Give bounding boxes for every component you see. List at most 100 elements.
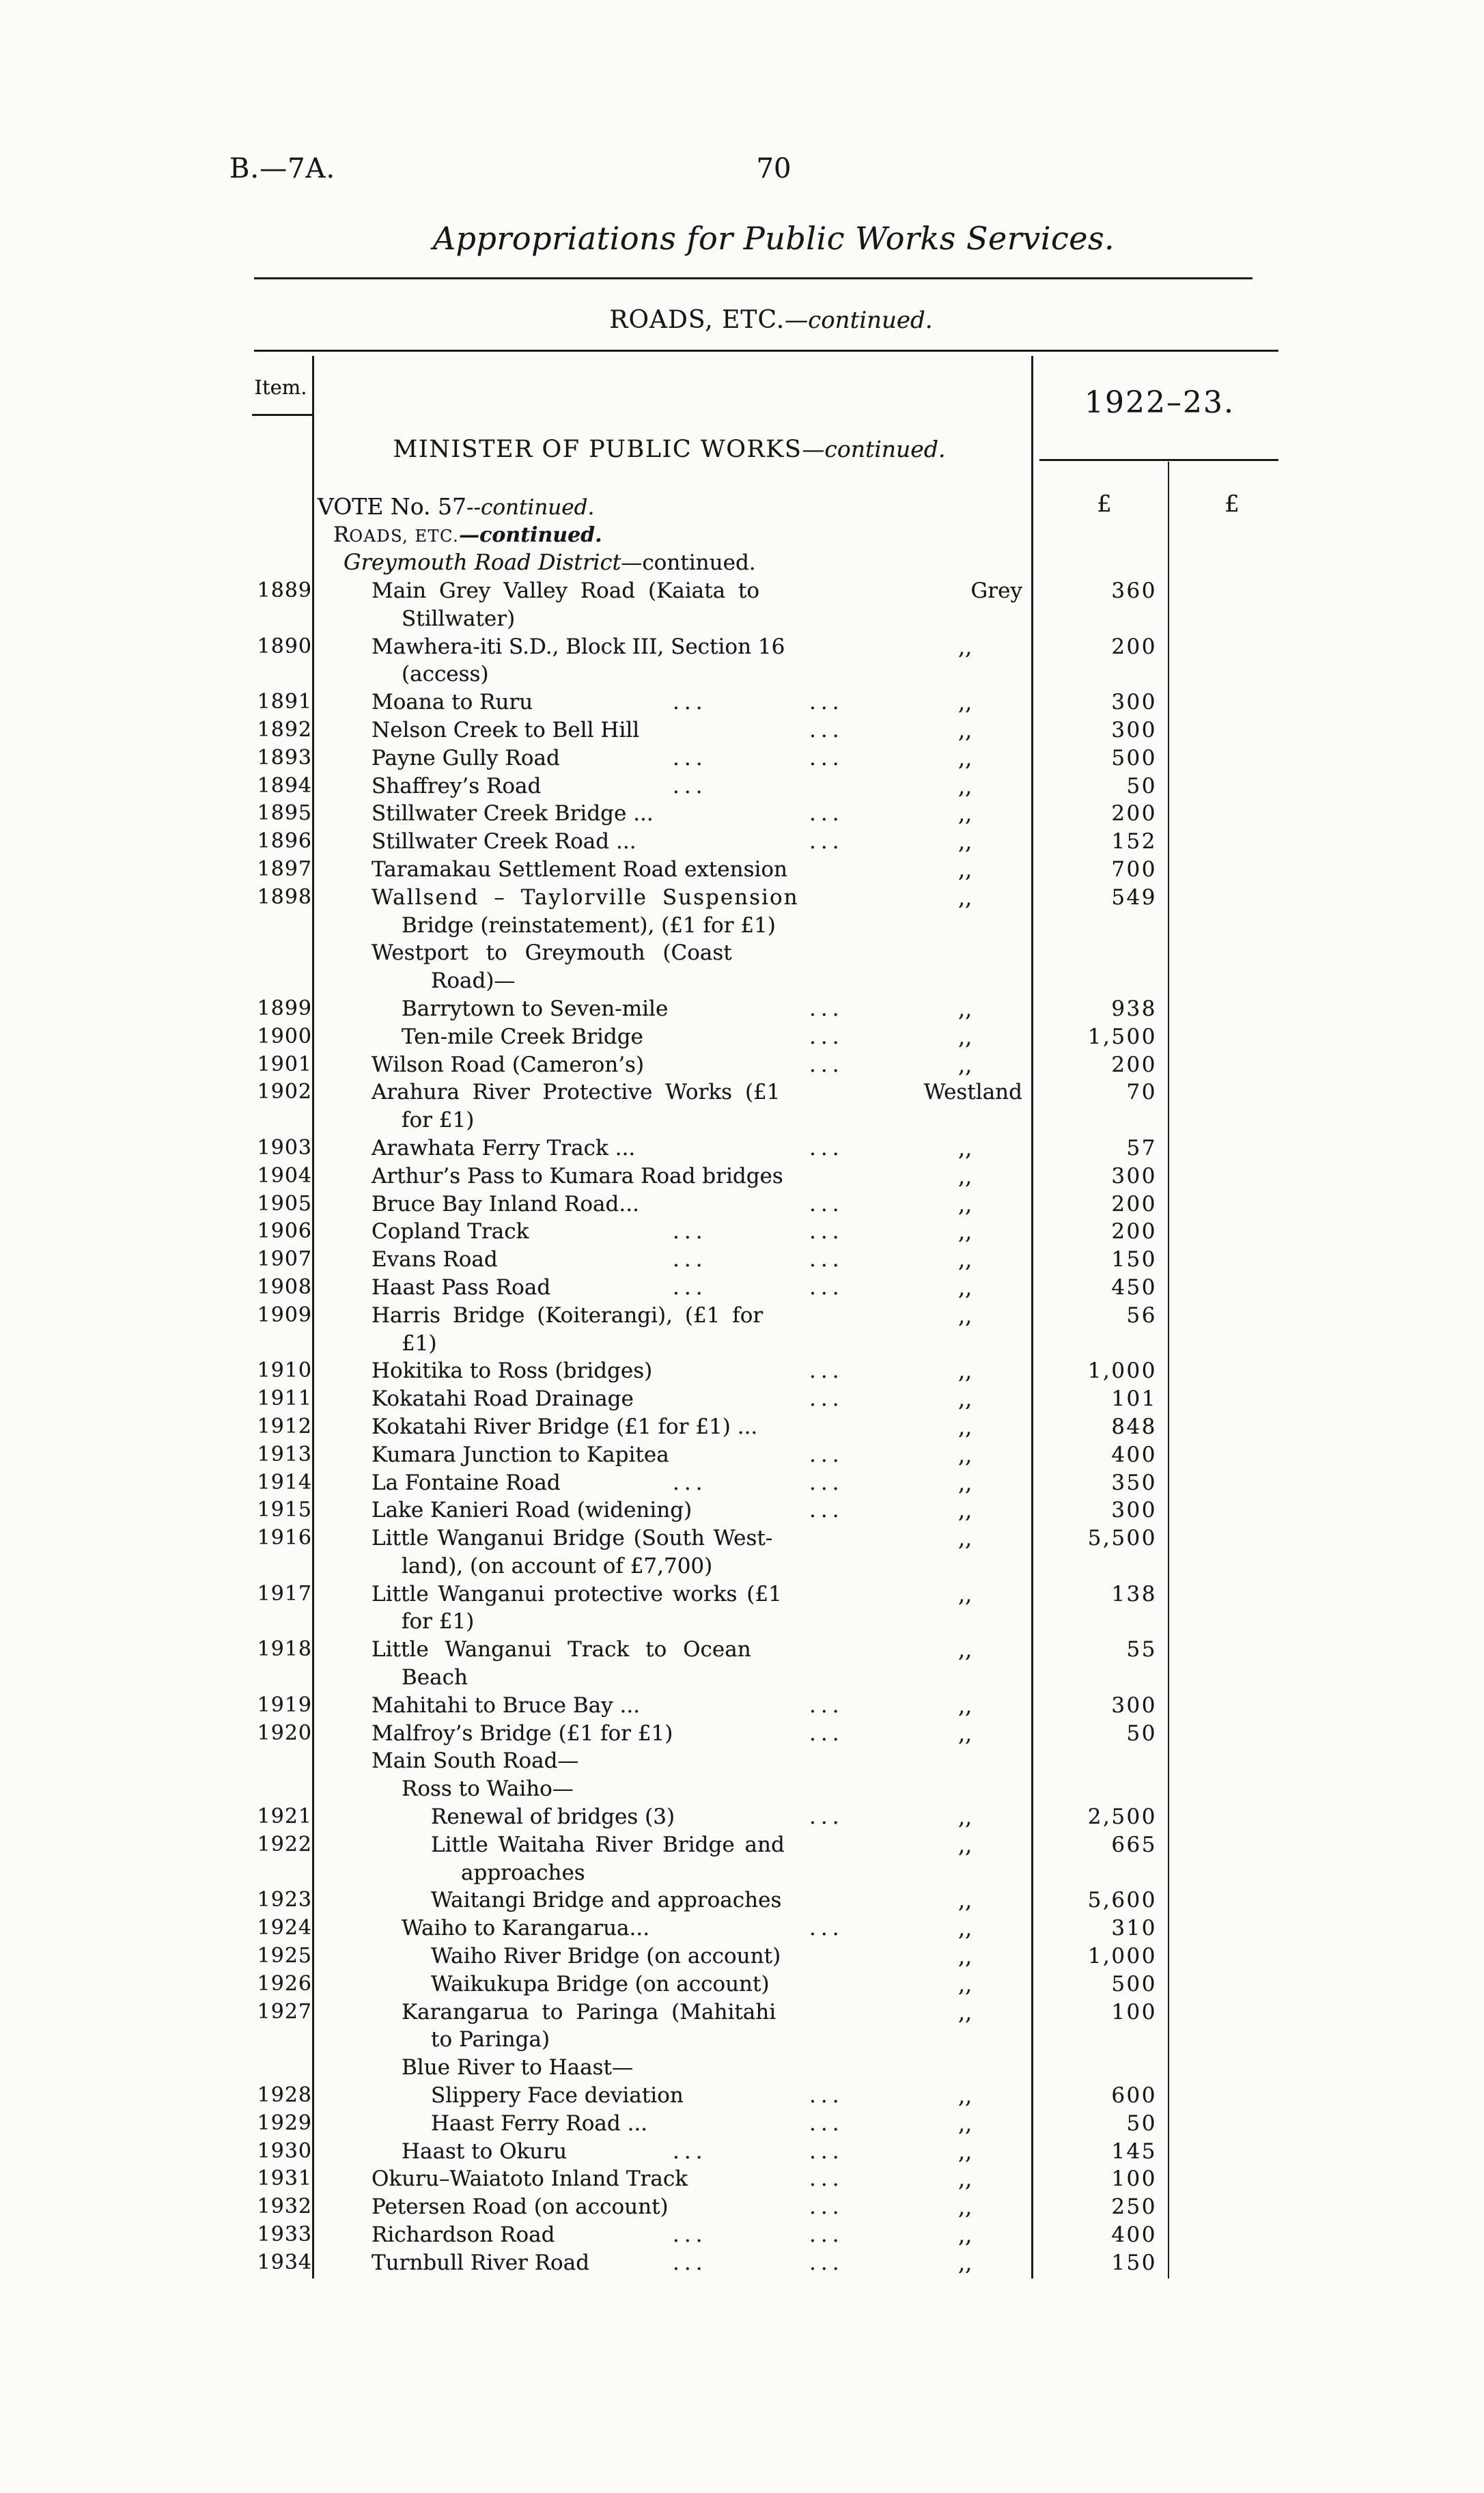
work-description: Haast Pass Road bbox=[372, 1275, 551, 1300]
item-number: 1903 bbox=[257, 1135, 312, 1160]
leader-dots: ... bbox=[809, 829, 844, 854]
leader-dots: ... bbox=[809, 1693, 844, 1718]
district-ditto-mark: ,, bbox=[958, 633, 972, 660]
work-description: Bruce Bay Inland Road... bbox=[372, 1191, 639, 1216]
work-description: Little Wanganui protective works (£1 bbox=[372, 1581, 782, 1606]
leader-dots: ... bbox=[673, 1275, 708, 1300]
item-number: 1919 bbox=[257, 1693, 312, 1717]
work-description: Stillwater) bbox=[402, 606, 516, 631]
table-row-continuation: (access) bbox=[246, 660, 1284, 688]
table-row-continuation: Beach bbox=[246, 1664, 1284, 1692]
amount-column-divider bbox=[1031, 356, 1033, 2279]
amount-1922-23: 200 bbox=[1111, 1052, 1157, 1077]
work-description: Little Wanganui Bridge (South West- bbox=[372, 1526, 773, 1551]
roads-continued: —continued. bbox=[459, 523, 602, 547]
amount-1922-23: 145 bbox=[1111, 2139, 1157, 2164]
work-description: Renewal of bridges (3) bbox=[431, 1805, 675, 1830]
work-description: Okuru–Waiatoto Inland Track bbox=[372, 2167, 688, 2192]
leader-dots: ... bbox=[809, 1805, 844, 1830]
item-column-header: Item. bbox=[254, 376, 307, 399]
table-row: 1917 Little Wanganui protective works (£1… bbox=[246, 1580, 1284, 1608]
work-description: Kokatahi Road Drainage bbox=[372, 1387, 634, 1412]
item-number: 1905 bbox=[257, 1191, 312, 1216]
work-description: Kumara Junction to Kapitea bbox=[372, 1442, 669, 1467]
amount-1922-23: 150 bbox=[1111, 2250, 1157, 2275]
district-ditto-mark: ,, bbox=[958, 995, 972, 1022]
table-row-continuation: for £1) bbox=[246, 1106, 1284, 1134]
work-description: Bridge (reinstatement), (£1 for £1) bbox=[402, 913, 776, 938]
table-row: 1908 Haast Pass Road......,, 450 bbox=[246, 1274, 1284, 1302]
leader-dots: ... bbox=[809, 1721, 844, 1746]
amount-1922-23: 300 bbox=[1111, 1498, 1157, 1523]
table-row: 1892 Nelson Creek to Bell Hill...,, 300 bbox=[246, 716, 1284, 744]
table-subheading-row: Blue River to Haast— bbox=[246, 2054, 1284, 2082]
item-header-underline bbox=[252, 414, 313, 416]
table-row: 1927 Karangarua to Paringa (Mahitahi,, 100 bbox=[246, 1998, 1284, 2027]
table-row: 1930 Haast to Okuru......,, 145 bbox=[246, 2138, 1284, 2166]
table-row-continuation: land), (on account of £7,700) bbox=[246, 1552, 1284, 1580]
table-row: 1932 Petersen Road (on account)...,, 250 bbox=[246, 2193, 1284, 2221]
item-number: 1890 bbox=[257, 634, 312, 658]
item-number: 1915 bbox=[257, 1498, 312, 1522]
item-number: 1894 bbox=[257, 773, 312, 798]
leader-dots: ... bbox=[809, 1247, 844, 1272]
district-group-heading: Greymouth Road District—continued. bbox=[344, 549, 756, 575]
work-description: La Fontaine Road bbox=[372, 1470, 561, 1495]
table-row: 1901 Wilson Road (Cameron’s)...,, 200 bbox=[246, 1051, 1284, 1079]
page-title: Appropriations for Public Works Services… bbox=[432, 220, 1115, 257]
section-heading-caps: ROADS, ETC. bbox=[609, 306, 785, 334]
leader-dots: ... bbox=[809, 745, 844, 770]
year-header-underline bbox=[1039, 459, 1278, 461]
table-row: 1919 Mahitahi to Bruce Bay ......,, 300 bbox=[246, 1692, 1284, 1720]
table-row: 1895 Stillwater Creek Bridge ......,, 200 bbox=[246, 800, 1284, 828]
minister-heading-continued: —continued. bbox=[802, 436, 946, 462]
item-number: 1893 bbox=[257, 745, 312, 770]
item-number: 1908 bbox=[257, 1275, 312, 1299]
roads-initial: R bbox=[333, 523, 350, 547]
leader-dots: ... bbox=[809, 1135, 844, 1160]
pound-symbol-second: £ bbox=[1224, 490, 1240, 518]
item-number: 1892 bbox=[257, 717, 312, 742]
table-subheading-row: Main South Road— bbox=[246, 1747, 1284, 1775]
amount-1922-23: 2,500 bbox=[1087, 1805, 1157, 1830]
table-row: 1916 Little Wanganui Bridge (South West-,… bbox=[246, 1524, 1284, 1552]
table-row: 1903 Arawhata Ferry Track ......,, 57 bbox=[246, 1134, 1284, 1162]
table-row: 1904 Arthur’s Pass to Kumara Road bridges… bbox=[246, 1162, 1284, 1190]
item-number: 1925 bbox=[257, 1944, 312, 1968]
work-description: Arahura River Protective Works (£1 bbox=[372, 1080, 781, 1105]
work-description: Barrytown to Seven-mile bbox=[402, 996, 669, 1021]
district-ditto-mark: ,, bbox=[958, 1023, 972, 1050]
district-ditto-mark: ,, bbox=[958, 716, 972, 743]
district-ditto-mark: ,, bbox=[958, 1134, 972, 1161]
table-row: 1891 Moana to Ruru......,, 300 bbox=[246, 688, 1284, 716]
table-row: 1902 Arahura River Protective Works (£1 We… bbox=[246, 1078, 1284, 1106]
work-description: Arthur’s Pass to Kumara Road bridges bbox=[372, 1163, 783, 1188]
district-ditto-mark: ,, bbox=[958, 2110, 972, 2136]
district-ditto-mark: ,, bbox=[958, 744, 972, 771]
leader-dots: ... bbox=[809, 2111, 844, 2136]
vote-label: VOTE No. 57 bbox=[318, 493, 467, 520]
work-description: Waikukupa Bridge (on account) bbox=[431, 1971, 770, 1996]
district-ditto-mark: ,, bbox=[958, 1246, 972, 1273]
leader-dots: ... bbox=[809, 1470, 844, 1495]
item-number: 1927 bbox=[257, 1999, 312, 2024]
district-ditto-mark: ,, bbox=[958, 1274, 972, 1300]
table-subheading-row: Westport to Greymouth (Coast bbox=[246, 939, 1284, 967]
district-ditto-mark: ,, bbox=[958, 1162, 972, 1189]
year-column-header: 1922–23. bbox=[1084, 385, 1235, 420]
horizontal-rule-table-top bbox=[254, 350, 1278, 352]
table-row: 1921 Renewal of bridges (3)...,, 2,500 bbox=[246, 1803, 1284, 1831]
leader-dots: ... bbox=[673, 773, 708, 798]
amount-1922-23: 200 bbox=[1111, 801, 1157, 826]
work-description: Waiho River Bridge (on account) bbox=[431, 1944, 781, 1969]
work-description: Turnbull River Road bbox=[372, 2250, 590, 2275]
table-row-continuation: for £1) bbox=[246, 1608, 1284, 1636]
work-description: Slippery Face deviation bbox=[431, 2083, 684, 2108]
item-number: 1904 bbox=[257, 1163, 312, 1188]
table-row-continuation: Road)— bbox=[246, 967, 1284, 995]
table-row: 1925 Waiho River Bridge (on account),, 1,0… bbox=[246, 1942, 1284, 1970]
vote-continued: --continued. bbox=[466, 495, 595, 520]
table-row: 1890 Mawhera-iti S.D., Block III, Section… bbox=[246, 633, 1284, 661]
district-ditto-mark: ,, bbox=[958, 800, 972, 827]
